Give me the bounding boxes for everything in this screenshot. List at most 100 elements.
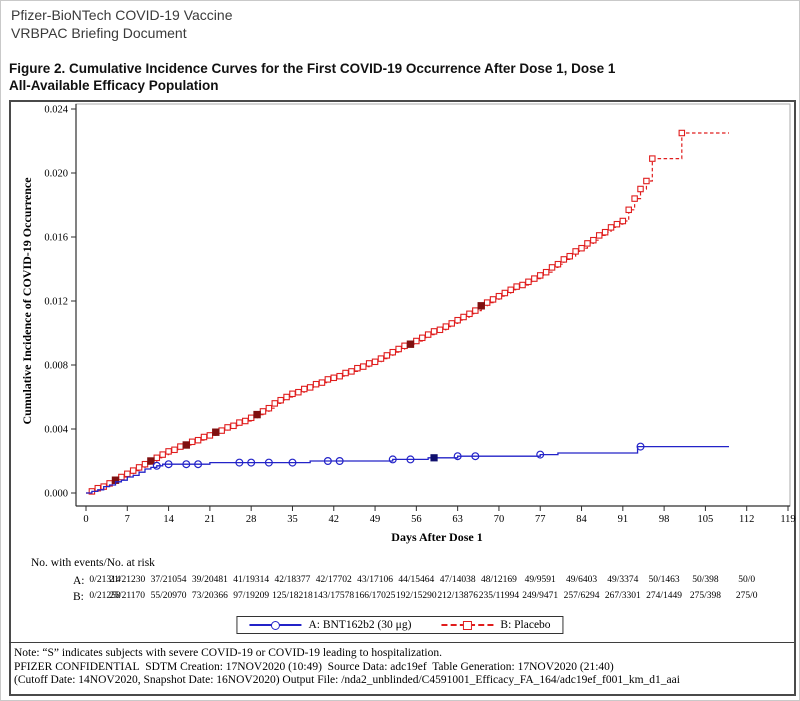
risk-value: 50/0	[738, 575, 756, 585]
risk-value: 249/9471	[522, 591, 559, 601]
legend-item-placebo: B: Placebo	[441, 619, 551, 631]
risk-value: 41/19314	[233, 575, 270, 585]
x-axis-title: Days After Dose 1	[391, 530, 482, 544]
svg-text:0.004: 0.004	[44, 425, 68, 436]
footnote-confidential: PFIZER CONFIDENTIAL SDTM Creation: 17NOV…	[14, 660, 614, 673]
svg-text:0.016: 0.016	[44, 233, 68, 244]
severe-case-marker	[253, 410, 261, 419]
series-placebo	[86, 129, 730, 495]
figure-title-line-2: All-Available Efficacy Population	[9, 78, 219, 93]
legend-label-bnt162b2: A: BNT162b2 (30 μg)	[308, 619, 412, 631]
svg-text:42: 42	[329, 514, 340, 525]
severe-case-marker	[182, 441, 190, 449]
risk-table-caption: No. with events/No. at risk	[31, 557, 155, 569]
risk-value: 21/21230	[109, 575, 146, 585]
risk-value: 0/21314	[89, 575, 121, 585]
risk-value: 257/6294	[563, 591, 600, 601]
risk-value: 47/14038	[439, 575, 476, 585]
risk-value: 73/20366	[191, 591, 228, 601]
risk-value: 274/1449	[646, 591, 683, 601]
risk-value: 49/3374	[607, 575, 639, 585]
header-line-2: VRBPAC Briefing Document	[11, 25, 187, 41]
footnote-output-file: (Cutoff Date: 14NOV2020, Snapshot Date: …	[14, 674, 680, 686]
risk-value: 50/398	[692, 575, 719, 585]
x-axis: 0 7 14 21 28 35 42 49 56 63 70 77 84 91 98 105 112 119 Day…	[83, 506, 796, 544]
figure-title-line-1: Figure 2. Cumulative Incidence Curves fo…	[9, 61, 616, 76]
severe-case-marker	[430, 454, 438, 462]
svg-text:0: 0	[83, 514, 88, 525]
svg-text:0.020: 0.020	[44, 169, 68, 180]
risk-value: 275/398	[689, 591, 721, 601]
risk-value: 0/21258	[89, 591, 121, 601]
svg-text:63: 63	[452, 514, 463, 525]
risk-row-label-a: A:	[73, 575, 85, 587]
risk-value: 55/20970	[150, 591, 187, 601]
risk-value: 212/13876	[437, 591, 478, 601]
risk-value: 42/18377	[274, 575, 311, 585]
risk-value: 49/9591	[524, 575, 556, 585]
severe-case-marker	[147, 457, 155, 465]
legend-line-sample-blue	[249, 621, 302, 630]
risk-value: 97/19209	[233, 591, 270, 601]
risk-value: 39/20481	[191, 575, 228, 585]
figure-frame	[9, 100, 796, 696]
plot-frame	[75, 103, 791, 507]
svg-text:84: 84	[576, 514, 587, 525]
footnotes: Note: “S” indicates subjects with severe…	[14, 647, 680, 688]
risk-value: 125/18218	[272, 591, 313, 601]
risk-value: 48/12169	[480, 575, 517, 585]
svg-text:7: 7	[125, 514, 130, 525]
svg-text:70: 70	[494, 514, 505, 525]
svg-text:112: 112	[739, 514, 754, 525]
risk-value: 49/6403	[565, 575, 598, 585]
risk-value: 37/21054	[150, 575, 187, 585]
risk-value: 44/15464	[398, 575, 435, 585]
severe-case-marker	[212, 428, 220, 436]
risk-value: 42/17702	[315, 575, 352, 585]
svg-text:14: 14	[163, 514, 174, 525]
svg-text:21: 21	[205, 514, 216, 525]
square-marker-icon	[462, 621, 472, 630]
legend-label-placebo: B: Placebo	[500, 619, 551, 631]
header-line-1: Pfizer-BioNTech COVID-19 Vaccine	[11, 7, 233, 23]
svg-text:119: 119	[780, 514, 795, 525]
risk-row-label-b: B:	[73, 591, 84, 603]
risk-value: 166/17025	[354, 591, 396, 601]
legend-item-bnt162b2: A: BNT162b2 (30 μg)	[249, 619, 411, 631]
risk-value: 50/1463	[648, 575, 680, 585]
svg-text:0.012: 0.012	[44, 297, 68, 308]
circle-marker-icon	[270, 621, 280, 630]
footnote-severe-definition: Note: “S” indicates subjects with severe…	[14, 647, 442, 659]
svg-text:28: 28	[246, 514, 257, 525]
risk-value: 192/15290	[396, 591, 437, 601]
risk-value: 43/17106	[357, 575, 393, 585]
svg-text:0.008: 0.008	[44, 361, 68, 372]
svg-text:49: 49	[370, 514, 381, 525]
svg-text:105: 105	[698, 514, 714, 525]
svg-text:0.024: 0.024	[44, 105, 68, 116]
risk-value: 275/0	[735, 591, 758, 601]
document-header: Pfizer-BioNTech COVID-19 Vaccine VRBPAC …	[11, 6, 232, 42]
y-axis-title: Cumulative Incidence of COVID-19 Occurre…	[20, 177, 34, 425]
svg-text:91: 91	[618, 514, 629, 525]
risk-value: 267/3301	[604, 591, 641, 601]
figure-title: Figure 2. Cumulative Incidence Curves fo…	[9, 60, 615, 94]
legend-line-sample-red	[441, 621, 494, 630]
svg-text:35: 35	[287, 514, 298, 525]
svg-text:0.000: 0.000	[44, 489, 68, 500]
svg-text:56: 56	[411, 514, 422, 525]
severe-case-marker	[477, 302, 485, 310]
svg-text:77: 77	[535, 514, 546, 525]
chart-legend: A: BNT162b2 (30 μg) B: Placebo	[236, 616, 564, 634]
footnote-separator	[9, 642, 794, 643]
series-bnt162b2	[86, 442, 730, 494]
risk-value: 25/21170	[109, 591, 146, 601]
svg-text:98: 98	[659, 514, 670, 525]
y-axis: 0.000 0.004 0.008 0.012 0.016 0.020 0.024 Cumul…	[20, 105, 76, 500]
severe-case-marker	[406, 340, 415, 348]
risk-value: 235/11994	[478, 591, 520, 601]
risk-value: 143/17578	[313, 591, 355, 601]
